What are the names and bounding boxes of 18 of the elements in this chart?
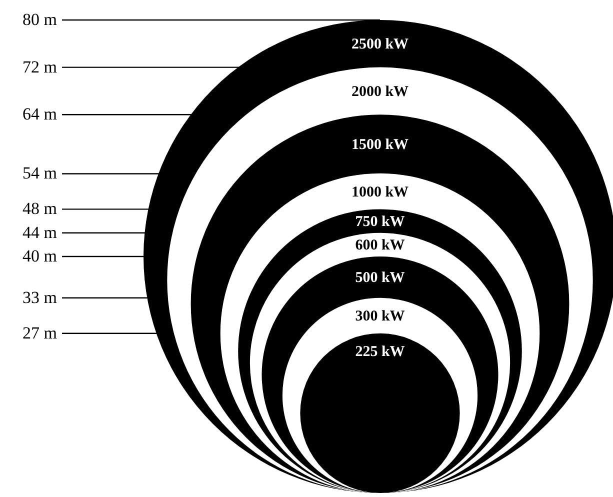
data-label: 27 m bbox=[22, 323, 57, 342]
category-label: 500 kW bbox=[355, 270, 405, 286]
category-label: 600 kW bbox=[355, 238, 405, 254]
data-label: 48 m bbox=[22, 199, 57, 218]
data-label: 40 m bbox=[22, 246, 57, 266]
data-label: 80 m bbox=[22, 10, 57, 29]
category-label: 225 kW bbox=[355, 344, 405, 360]
data-label: 54 m bbox=[22, 164, 57, 183]
data-label: 64 m bbox=[22, 104, 57, 124]
category-label: 1500 kW bbox=[351, 137, 409, 154]
data-label: 33 m bbox=[22, 288, 57, 307]
category-label: 750 kW bbox=[355, 214, 405, 230]
data-label: 72 m bbox=[22, 57, 57, 76]
category-label: 2500 kW bbox=[351, 36, 409, 53]
category-label: 1000 kW bbox=[351, 184, 409, 200]
category-label: 2000 kW bbox=[351, 84, 409, 100]
data-label: 44 m bbox=[22, 222, 57, 242]
category-label: 300 kW bbox=[355, 308, 405, 325]
